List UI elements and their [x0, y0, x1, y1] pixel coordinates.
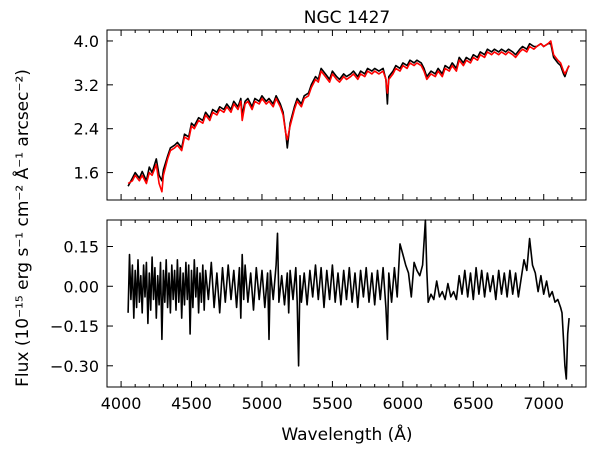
y-tick-label: 3.2 [74, 76, 99, 95]
y-tick-label: 1.6 [74, 164, 99, 183]
x-tick-label: 5000 [242, 394, 283, 413]
x-tick-label: 6500 [453, 394, 494, 413]
y-tick-label: −0.30 [50, 357, 99, 376]
y-axis-label: Flux (10⁻¹⁵ erg s⁻¹ cm⁻² Å⁻¹ arcsec⁻²) [11, 69, 33, 387]
plot-frame [106, 219, 587, 388]
y-tick-label: 0.00 [63, 277, 99, 296]
series-line-1-0 [127, 219, 570, 380]
top-panel: 1.6 2.4 3.2 4.0 [74, 29, 587, 201]
y-tick-label: −0.15 [50, 317, 99, 336]
series-line-0-1 [127, 40, 570, 193]
y-tick-label: 0.15 [63, 238, 99, 257]
x-axis-label: Wavelength (Å) [281, 423, 412, 445]
y-tick-label: 4.0 [74, 32, 99, 51]
y-tick-label: 2.4 [74, 120, 99, 139]
chart-title: NGC 1427 [304, 8, 390, 28]
x-tick-label: 4000 [101, 394, 142, 413]
series-line-0-0 [127, 42, 570, 187]
x-tick-label: 6000 [382, 394, 423, 413]
x-tick-label: 5500 [312, 394, 353, 413]
x-tick-label: 7000 [523, 394, 564, 413]
x-tick-label: 4500 [171, 394, 212, 413]
bottom-panel: −0.30 −0.15 0.00 0.15 4000 4500 5000 5500 6000 65… [50, 219, 587, 413]
